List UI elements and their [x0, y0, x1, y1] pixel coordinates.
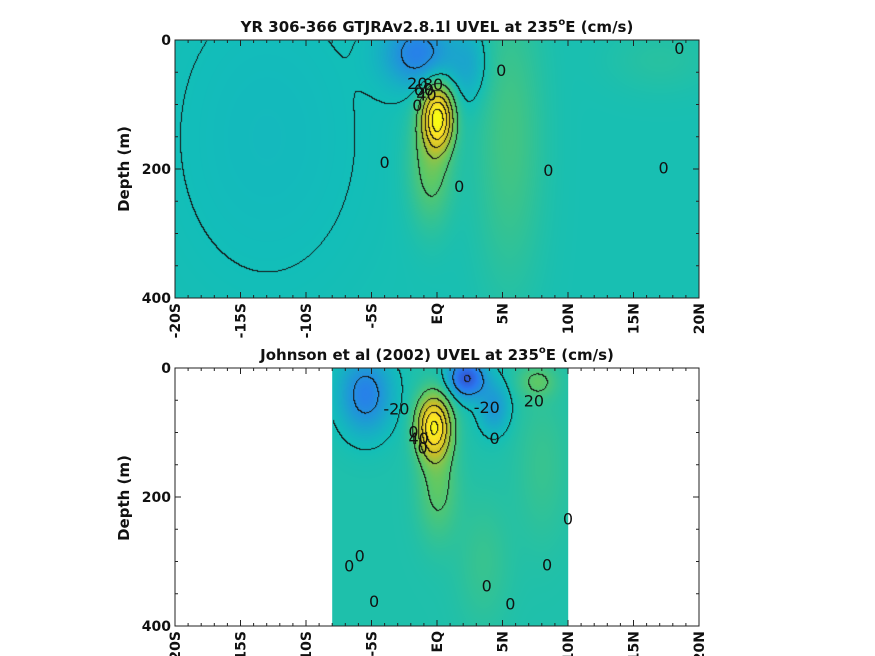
contour-label: 80: [423, 75, 443, 94]
x-tick-label: 10N: [561, 303, 577, 334]
x-tick-label: -10S: [299, 303, 315, 338]
y-tick-label: 400: [142, 619, 171, 635]
contour-label: -20: [474, 398, 500, 417]
contour-label: 0: [344, 557, 354, 576]
contour-label: 0: [355, 546, 365, 565]
contour-label: 0: [674, 39, 684, 58]
contour-label: 0: [543, 161, 553, 180]
x-tick-label: -15S: [234, 631, 250, 656]
x-tick-label: 20N: [692, 631, 708, 656]
contour-label: 0: [542, 555, 552, 574]
heatmap-field: [332, 368, 569, 626]
contour-label: 0: [505, 595, 515, 614]
y-tick-label: 0: [161, 33, 171, 49]
x-tick-label: -20S: [168, 631, 184, 656]
x-tick-label: -5S: [365, 631, 381, 656]
x-tick-label: 5N: [496, 631, 512, 652]
x-tick-label: 20N: [692, 303, 708, 334]
y-tick-label: 200: [142, 162, 171, 178]
x-tick-label: 15N: [627, 303, 643, 334]
contour-label: 0: [482, 577, 492, 596]
contour-label: 0: [369, 592, 379, 611]
contour-label: 0: [417, 439, 427, 458]
y-tick-label: 400: [142, 291, 171, 307]
contour-label: 0: [380, 153, 390, 172]
x-tick-label: EQ: [430, 303, 446, 325]
y-tick-label: 0: [161, 361, 171, 377]
x-tick-label: 10N: [561, 631, 577, 656]
contour-label: 0: [563, 510, 573, 529]
x-tick-label: -20S: [168, 303, 184, 338]
contour-label: 0: [496, 61, 506, 80]
contour-label: 20: [524, 392, 544, 411]
x-tick-label: 15N: [627, 631, 643, 656]
contour-label: 40: [408, 429, 428, 448]
contour-label: 0: [454, 177, 464, 196]
x-tick-label: -10S: [299, 631, 315, 656]
contour-label: 0: [659, 158, 669, 177]
panel-title: YR 306-366 GTJRAv2.8.1l UVEL at 235oE (c…: [240, 17, 634, 36]
contour-label: 20: [407, 74, 427, 93]
panel-top: YR 306-366 GTJRAv2.8.1l UVEL at 235oE (c…: [115, 17, 708, 338]
y-tick-label: 200: [142, 490, 171, 506]
contour-label: 0: [408, 423, 418, 442]
contour-label: 60: [414, 80, 434, 99]
panel-bottom: Johnson et al (2002) UVEL at 235oE (cm/s…: [115, 345, 708, 656]
x-tick-label: EQ: [430, 631, 446, 653]
y-axis-label: Depth (m): [115, 455, 133, 541]
contour-label: 0: [412, 96, 422, 115]
heatmap-field: [175, 40, 699, 298]
y-axis-label: Depth (m): [115, 126, 133, 212]
x-tick-label: -15S: [234, 303, 250, 338]
contour-label: 40: [416, 85, 436, 104]
panel-title: Johnson et al (2002) UVEL at 235oE (cm/s…: [259, 345, 614, 364]
contour-label: 0: [490, 429, 500, 448]
x-tick-label: -5S: [365, 303, 381, 329]
x-tick-label: 5N: [496, 303, 512, 324]
contour-label: -20: [383, 399, 409, 418]
